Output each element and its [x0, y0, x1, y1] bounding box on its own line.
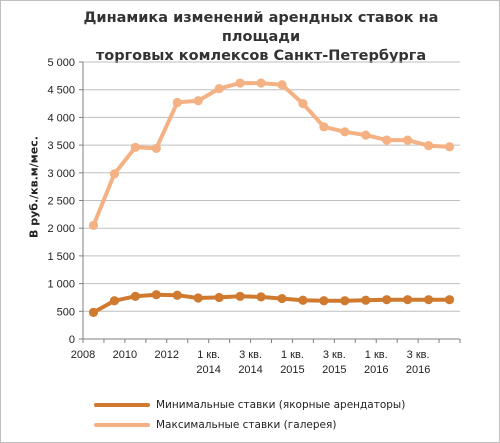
series-line-0	[91, 292, 452, 315]
series-1-point-12	[340, 127, 350, 137]
series-1-point-4	[172, 97, 182, 108]
series-1-point-5	[193, 96, 203, 106]
x-tick-label-3-line2: 2014	[196, 364, 220, 376]
x-tick-label-4: 3 кв.	[239, 349, 262, 361]
series-1-point-3	[151, 143, 161, 154]
series-0-point-9	[277, 293, 287, 304]
y-tick-label-8: 4 000	[47, 112, 75, 124]
legend-item-max: Максимальные ставки (галерея)	[94, 415, 405, 435]
series-1-point-0	[88, 220, 99, 231]
y-tick-label-0: 0	[69, 334, 75, 346]
series-0-point-0	[88, 307, 99, 318]
legend-label-max: Максимальные ставки (галерея)	[156, 419, 337, 431]
x-tick-label-8-line2: 2016	[406, 364, 430, 376]
legend-swatch-max	[94, 423, 150, 427]
y-tick-label-6: 3 000	[47, 168, 75, 180]
series-0-point-11	[319, 296, 329, 306]
y-tick-label-7: 3 500	[47, 140, 75, 152]
legend: Минимальные ставки (якорные арендаторы) …	[94, 395, 405, 435]
series-1-point-16	[423, 141, 434, 151]
series-0-point-4	[172, 290, 182, 300]
y-tick-label-10: 5 000	[47, 57, 75, 69]
series-1-point-6	[214, 83, 224, 94]
x-tick-label-4-line2: 2014	[238, 364, 262, 376]
legend-label-min: Минимальные ставки (якорные арендаторы)	[156, 399, 406, 411]
series-1-point-1	[109, 169, 120, 179]
y-tick-label-9: 4 500	[47, 85, 75, 97]
series-1-point-14	[382, 135, 392, 145]
x-tick-label-7: 1 кв.	[365, 349, 388, 361]
series-line-1	[91, 81, 452, 228]
series-0-point-7	[235, 291, 245, 301]
series-0-point-10	[298, 295, 308, 305]
series-0-point-3	[151, 290, 161, 300]
y-tick-label-4: 2 000	[47, 223, 75, 235]
x-tick-label-5-line2: 2015	[280, 364, 304, 376]
y-tick-label-1: 500	[57, 306, 75, 318]
legend-item-min: Минимальные ставки (якорные арендаторы)	[94, 395, 405, 415]
series-1-point-13	[361, 130, 371, 140]
y-tick-label-3: 1 500	[47, 251, 75, 263]
x-tick-label-0: 2008	[71, 349, 95, 361]
series-1-point-15	[403, 135, 413, 145]
series-1-point-10	[298, 98, 308, 109]
x-tick-label-8: 3 кв.	[407, 349, 430, 361]
x-tick-label-2: 2012	[155, 349, 179, 361]
series-1-point-9	[277, 80, 287, 90]
series-0-point-2	[130, 291, 140, 301]
series-0-point-5	[193, 293, 203, 303]
series-0-point-6	[214, 292, 224, 303]
chart-title-line1: Динамика изменений арендных ставок на пл…	[83, 10, 439, 45]
series-1-point-17	[444, 142, 455, 152]
series-1-point-11	[319, 122, 329, 132]
series-0-point-8	[256, 292, 266, 302]
series-0-point-12	[340, 296, 350, 306]
series-0-point-13	[361, 295, 371, 305]
y-tick-label-2: 1 000	[47, 279, 75, 291]
y-tick-label-5: 2 500	[47, 196, 75, 208]
series-0-point-17	[444, 295, 455, 305]
series-0-point-14	[382, 295, 392, 305]
x-tick-label-1: 2010	[113, 349, 137, 361]
x-tick-label-6: 3 кв.	[323, 349, 346, 361]
series-0-point-16	[423, 295, 434, 305]
series-1-point-2	[130, 142, 140, 152]
series-0-point-15	[403, 295, 413, 305]
series-0-point-1	[109, 296, 120, 306]
x-tick-label-6-line2: 2015	[322, 364, 346, 376]
x-tick-label-3: 1 кв.	[197, 349, 220, 361]
chart-title-line2: торговых комлексов Санкт-Петербурга	[95, 48, 427, 64]
legend-swatch-min	[94, 403, 150, 407]
x-tick-label-7-line2: 2016	[364, 364, 388, 376]
series-1-point-8	[256, 78, 266, 88]
chart-title: Динамика изменений арендных ставок на пл…	[61, 9, 461, 66]
series-1-point-7	[235, 78, 245, 88]
x-tick-label-5: 1 кв.	[281, 349, 304, 361]
